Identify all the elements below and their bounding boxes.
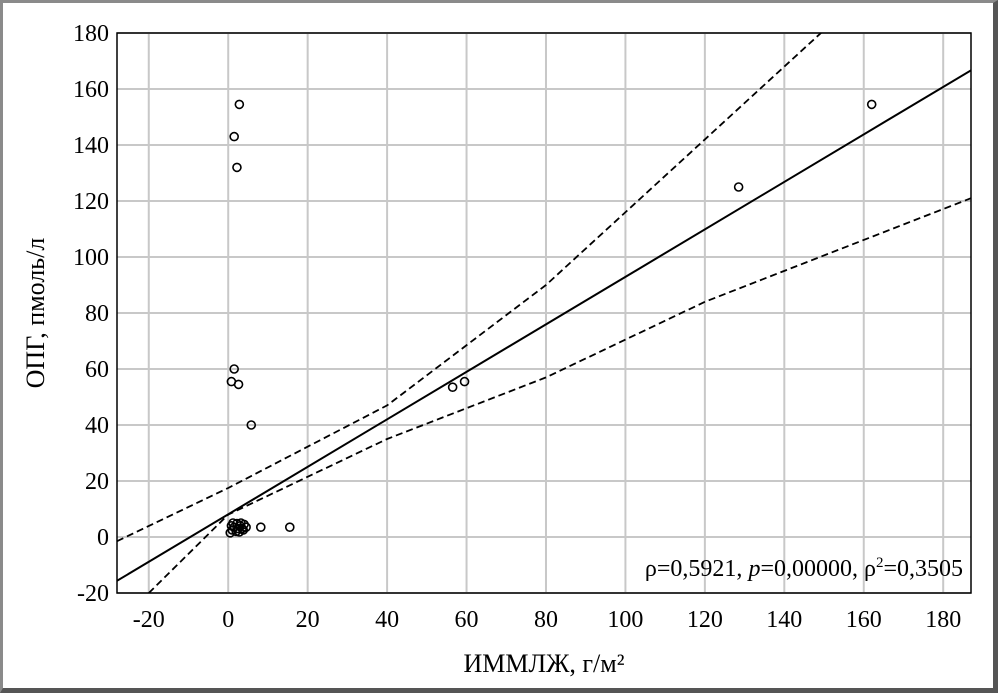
data-point	[229, 364, 239, 374]
x-tick-label: 100	[607, 607, 643, 633]
data-point	[236, 518, 246, 528]
data-point	[229, 131, 239, 142]
y-tick-label: 120	[73, 189, 109, 215]
y-tick-label: 40	[85, 413, 109, 439]
x-tick-label: 120	[687, 607, 723, 633]
x-tick-label: 160	[846, 607, 882, 633]
x-tick-label: 40	[375, 607, 399, 633]
y-tick-label: 180	[73, 21, 109, 47]
grid	[117, 32, 971, 594]
r-squared-value: =0,3505	[883, 556, 963, 582]
plot-border	[116, 32, 972, 594]
data-point	[447, 382, 458, 393]
y-tick-label: 160	[73, 77, 109, 103]
data-point	[246, 420, 257, 430]
data-point	[232, 518, 242, 529]
statistics-annotation: ρ=0,5921, p=0,00000, ρ2=0,3505	[645, 555, 963, 582]
x-tick-labels: -20 0 20 40 60 80 100 120 140 160 180	[133, 607, 961, 633]
data-point	[226, 520, 237, 531]
x-tick-label: 0	[222, 607, 234, 633]
data-point	[284, 522, 295, 533]
y-tick-label: 60	[85, 357, 109, 383]
data-point	[733, 182, 744, 192]
data-point	[232, 162, 242, 173]
y-tick-label: 140	[73, 133, 109, 159]
x-tick-label: -20	[133, 607, 165, 633]
data-point	[255, 522, 266, 533]
regression-lines	[117, 33, 971, 593]
y-tick-label: 100	[73, 245, 109, 271]
y-tick-label: 80	[85, 301, 109, 327]
squared-superscript: 2	[876, 555, 884, 571]
data-point	[234, 99, 245, 110]
x-axis-label: ИММЛЖ, г/м²	[463, 649, 624, 678]
x-tick-label: 180	[925, 607, 961, 633]
confidence-band-lower	[148, 197, 971, 593]
x-tick-label: 60	[455, 607, 479, 633]
p-symbol: p	[746, 556, 760, 582]
data-points	[225, 99, 877, 538]
data-point	[459, 376, 470, 387]
x-tick-label: 140	[766, 607, 802, 633]
p-value-text: =0,00000, ρ	[760, 556, 876, 582]
y-tick-label: 20	[85, 469, 109, 495]
rho-text: ρ=0,5921,	[645, 556, 749, 582]
y-tick-label: 0	[97, 525, 109, 551]
regression-line	[117, 69, 971, 582]
y-axis-label: ОПГ, пмоль/л	[21, 238, 50, 389]
confidence-band-upper	[117, 33, 823, 543]
y-tick-label: -20	[77, 581, 109, 607]
data-point	[233, 379, 244, 390]
y-tick-labels: -20 0 20 40 60 80 100 120 140 160 180	[73, 21, 109, 607]
x-tick-label: 20	[296, 607, 320, 633]
x-tick-label: 80	[534, 607, 558, 633]
data-point	[866, 99, 877, 110]
